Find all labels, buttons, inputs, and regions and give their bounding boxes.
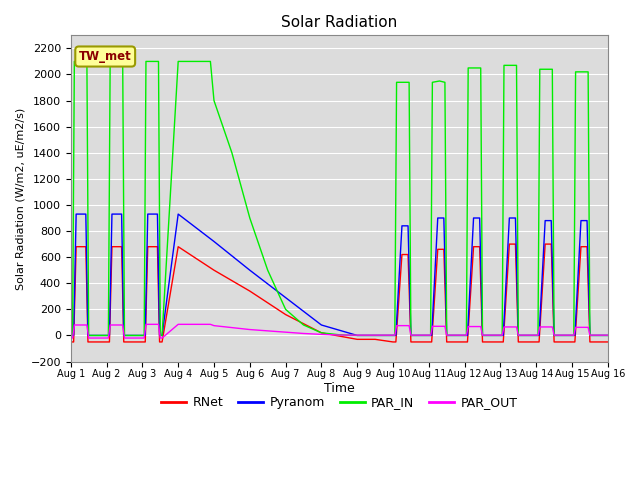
Line: PAR_OUT: PAR_OUT — [71, 324, 608, 338]
RNet — [604, 339, 612, 345]
Line: Pyranom: Pyranom — [71, 214, 608, 336]
RNet — [511, 241, 519, 247]
PAR_OUT — [353, 332, 361, 338]
Pyranom — [434, 215, 442, 221]
RNet — [428, 339, 435, 345]
Pyranom — [72, 211, 80, 217]
Y-axis label: Solar Radiation (W/m2, uE/m2/s): Solar Radiation (W/m2, uE/m2/s) — [15, 108, 25, 289]
PAR_IN — [568, 333, 576, 338]
RNet — [67, 339, 75, 345]
X-axis label: Time: Time — [324, 382, 355, 395]
Line: RNet: RNet — [71, 244, 608, 342]
PAR_OUT — [106, 322, 114, 328]
Pyranom — [461, 333, 468, 338]
PAR_IN — [604, 333, 612, 338]
PAR_IN — [441, 79, 449, 85]
PAR_IN — [156, 333, 164, 338]
Legend: RNet, Pyranom, PAR_IN, PAR_OUT: RNet, Pyranom, PAR_IN, PAR_OUT — [156, 391, 522, 414]
PAR_OUT — [604, 332, 612, 338]
Text: TW_met: TW_met — [79, 50, 132, 63]
Title: Solar Radiation: Solar Radiation — [281, 15, 397, 30]
RNet — [463, 339, 471, 345]
RNet — [246, 288, 253, 294]
Pyranom — [604, 333, 612, 338]
PAR_OUT — [513, 324, 520, 330]
PAR_OUT — [391, 332, 399, 338]
RNet — [70, 339, 77, 345]
PAR_IN — [70, 59, 78, 64]
PAR_OUT — [572, 324, 579, 330]
PAR_IN — [67, 333, 75, 338]
PAR_IN — [436, 78, 444, 84]
Pyranom — [282, 295, 289, 300]
PAR_OUT — [142, 322, 150, 327]
RNet — [506, 241, 513, 247]
Pyranom — [511, 215, 519, 221]
PAR_IN — [158, 333, 166, 338]
Line: PAR_IN: PAR_IN — [71, 61, 608, 336]
PAR_OUT — [67, 335, 75, 341]
PAR_IN — [371, 333, 379, 338]
RNet — [443, 339, 451, 345]
PAR_OUT — [121, 335, 129, 341]
Pyranom — [67, 333, 75, 338]
Pyranom — [470, 215, 477, 221]
Pyranom — [70, 333, 77, 338]
